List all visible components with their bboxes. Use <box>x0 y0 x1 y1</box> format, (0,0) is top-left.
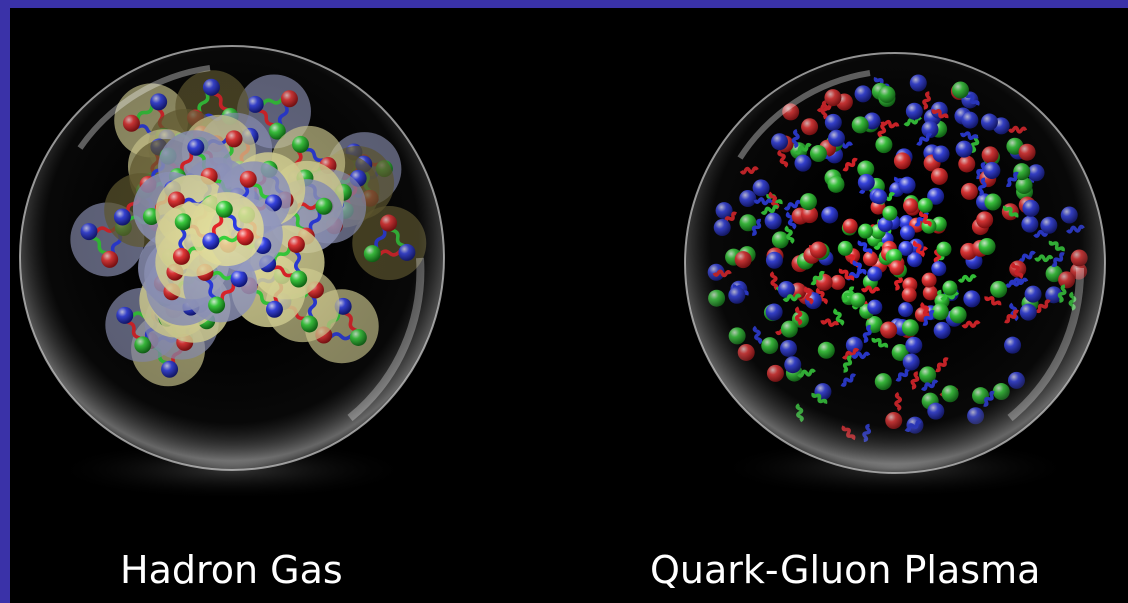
slide-frame: Hadron Gas Quark-Gluon Plasma <box>10 8 1128 603</box>
left-sphere-highlight <box>77 65 211 150</box>
quark-gluon-plasma-caption: Quark-Gluon Plasma <box>650 548 1041 592</box>
right-glass-sphere <box>684 52 1106 474</box>
left-glass-sphere <box>19 45 445 471</box>
left-sphere-rim-glow <box>347 257 425 422</box>
scene-illustration <box>19 45 1106 500</box>
right-sphere-rim-glow <box>1007 267 1085 422</box>
hadron-gas-caption: Hadron Gas <box>120 548 343 592</box>
right-sphere-highlight <box>737 70 871 160</box>
